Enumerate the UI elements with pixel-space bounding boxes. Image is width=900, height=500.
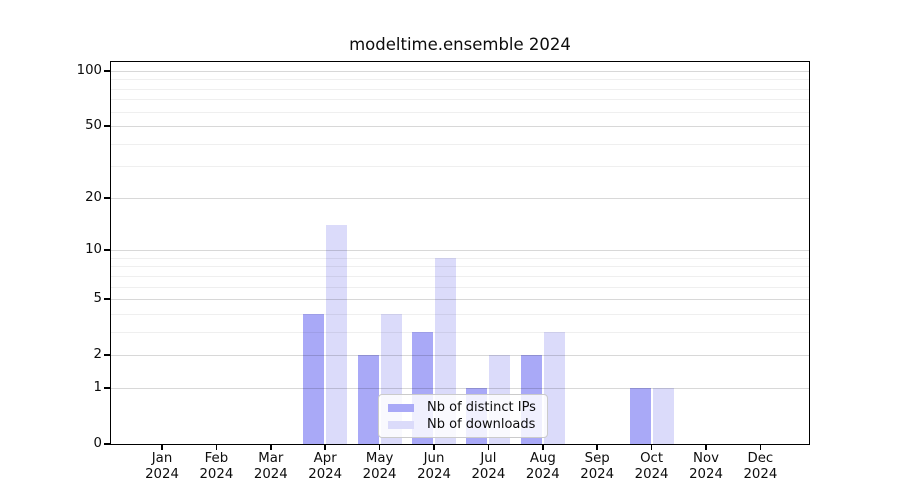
x-tick-year: 2024 — [145, 466, 179, 482]
x-tick-year: 2024 — [743, 466, 778, 482]
x-tick-month: Dec — [747, 451, 774, 466]
gridline-minor — [111, 257, 809, 259]
y-tick-label: 10 — [85, 242, 102, 258]
x-tick-label: Dec 2024 — [730, 451, 790, 482]
legend-label: Nb of distinct IPs — [427, 400, 536, 415]
plot-area — [110, 61, 810, 445]
gridline-major — [111, 197, 809, 199]
legend-row: Nb of distinct IPs — [388, 399, 538, 416]
x-tick-year: 2024 — [689, 466, 723, 482]
legend: Nb of distinct IPs Nb of downloads — [378, 394, 548, 438]
x-tick-month: Mar — [258, 451, 284, 466]
gridline-minor — [111, 111, 809, 113]
x-tick-month: Apr — [313, 451, 337, 466]
gridline-minor — [111, 266, 809, 268]
x-tick-label: Aug 2024 — [513, 451, 573, 482]
legend-row: Nb of downloads — [388, 416, 538, 433]
bar-nb-of-downloads-apr — [326, 225, 348, 444]
x-tick — [161, 445, 163, 450]
legend-label: Nb of downloads — [427, 417, 536, 432]
y-tick — [104, 354, 110, 356]
gridline-major — [111, 126, 809, 128]
x-tick — [705, 445, 707, 450]
legend-swatch-1 — [388, 420, 414, 429]
x-tick-label: Mar 2024 — [241, 451, 301, 482]
x-tick-label: Jun 2024 — [404, 451, 464, 482]
bar-nb-of-distinct-ips-may — [357, 355, 379, 444]
x-tick-year: 2024 — [253, 466, 288, 482]
x-tick-month: Nov — [693, 451, 719, 466]
chart-title: modeltime.ensemble 2024 — [349, 35, 571, 54]
y-tick — [104, 387, 110, 389]
y-tick-label: 50 — [85, 118, 102, 134]
y-tick-label: 20 — [85, 189, 102, 205]
y-tick — [104, 443, 110, 445]
gridline-minor — [111, 286, 809, 288]
x-tick-label: Feb 2024 — [186, 451, 246, 482]
x-tick-month: Sep — [584, 451, 610, 466]
x-tick — [650, 445, 653, 450]
gridline-minor — [111, 275, 809, 277]
x-tick-label: Jan 2024 — [132, 451, 192, 482]
x-tick-label: Apr 2024 — [295, 451, 355, 482]
x-tick-year: 2024 — [308, 466, 343, 482]
x-tick-year: 2024 — [580, 466, 615, 482]
x-tick-year: 2024 — [471, 466, 506, 482]
x-tick-year: 2024 — [362, 466, 397, 482]
x-tick-month: Jul — [480, 451, 497, 466]
x-tick-month: Aug — [529, 451, 556, 466]
y-tick — [104, 70, 110, 72]
x-tick-label: Jul 2024 — [458, 451, 518, 482]
x-tick-year: 2024 — [525, 466, 560, 482]
x-tick-label: Oct 2024 — [622, 451, 682, 482]
x-tick-month: Oct — [640, 451, 664, 466]
gridline-major — [111, 250, 809, 252]
x-tick — [542, 445, 544, 450]
gridline-minor — [111, 313, 809, 315]
y-tick — [104, 249, 110, 251]
x-tick — [433, 445, 435, 450]
gridline-minor — [111, 88, 809, 90]
gridline-major — [111, 71, 809, 72]
x-tick-year: 2024 — [199, 466, 234, 482]
x-tick — [270, 445, 272, 450]
y-tick — [104, 298, 110, 300]
gridline-minor — [111, 143, 809, 145]
y-tick-label: 2 — [93, 347, 102, 363]
gridline-minor — [111, 79, 809, 81]
gridline-minor — [111, 166, 809, 168]
x-tick-label: Sep 2024 — [567, 451, 627, 482]
gridline-major — [111, 387, 809, 389]
y-tick — [104, 125, 110, 127]
x-tick-month: Jun — [423, 451, 445, 466]
x-tick-month: May — [365, 451, 394, 466]
x-tick-year: 2024 — [634, 466, 669, 482]
x-tick — [759, 445, 762, 450]
x-tick-month: Jan — [151, 451, 173, 466]
x-tick-month: Feb — [204, 451, 229, 466]
x-tick — [378, 445, 381, 450]
legend-swatch-0 — [388, 403, 414, 412]
x-tick-label: May 2024 — [350, 451, 410, 482]
x-tick — [215, 445, 218, 450]
x-tick — [596, 445, 598, 450]
y-tick — [104, 197, 110, 199]
bar-nb-of-distinct-ips-oct — [629, 387, 651, 444]
gridline-major — [111, 299, 809, 301]
gridline-minor — [111, 331, 809, 333]
gridline-minor — [111, 99, 809, 101]
y-tick-label: 5 — [93, 291, 102, 307]
x-tick-year: 2024 — [417, 466, 451, 482]
x-tick-label: Nov 2024 — [676, 451, 736, 482]
y-tick-label: 100 — [76, 63, 102, 78]
bar-nb-of-downloads-oct — [652, 387, 674, 444]
y-tick-label: 0 — [93, 436, 102, 451]
y-tick-label: 1 — [93, 379, 102, 395]
x-tick — [487, 445, 490, 450]
bar-nb-of-distinct-ips-apr — [303, 313, 325, 444]
x-tick — [324, 445, 326, 450]
gridline-major — [111, 355, 809, 357]
